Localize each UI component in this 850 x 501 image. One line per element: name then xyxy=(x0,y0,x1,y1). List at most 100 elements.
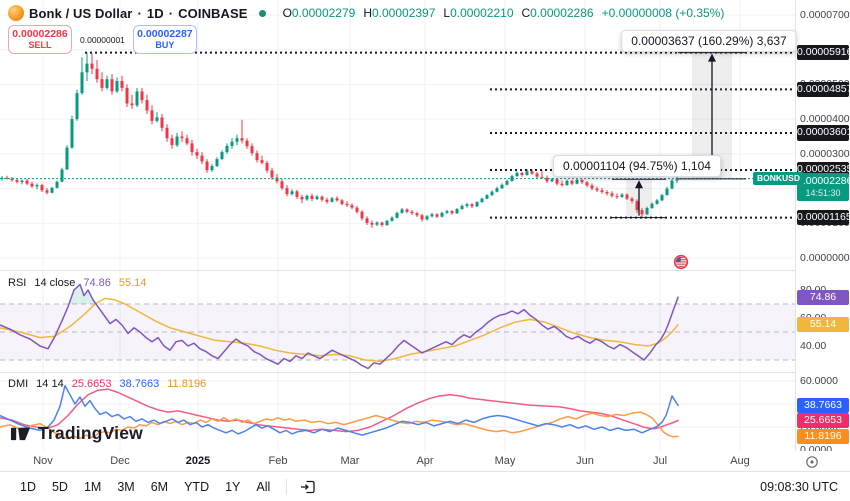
time-axis[interactable]: Nov Dec 2025 Feb Mar Apr May Jun Jul Aug xyxy=(0,451,850,471)
candle-body xyxy=(70,119,74,148)
candle-body xyxy=(270,170,274,178)
candle-body xyxy=(645,208,649,215)
tradingview-watermark[interactable]: TradingView xyxy=(10,423,143,444)
candle-body xyxy=(305,195,309,200)
candle-body xyxy=(410,211,414,214)
price-level-chip: 0.00004857 xyxy=(797,81,850,98)
candle-body xyxy=(635,201,639,211)
candle-body xyxy=(640,210,644,215)
dmi-legend[interactable]: DMI 14 14 25.6653 38.7663 11.8196 xyxy=(8,378,206,390)
candle-body xyxy=(540,176,544,178)
time-axis-label: Jul xyxy=(652,455,668,467)
candle-body xyxy=(435,214,439,217)
candle-body xyxy=(575,179,579,184)
high-value: 0.00002397 xyxy=(372,6,436,20)
economic-event-flag-icon[interactable] xyxy=(673,254,689,275)
axis-settings-icon[interactable] xyxy=(805,455,819,474)
candle-body xyxy=(485,195,489,199)
symbol-title[interactable]: Bonk / US Dollar xyxy=(29,5,133,21)
bonk-logo-icon xyxy=(8,5,24,21)
range-button-1y[interactable]: 1Y xyxy=(225,479,241,494)
current-price-text: 0.00002286 xyxy=(797,174,850,187)
current-price-chip: 0.00002286 14:51:30 xyxy=(797,172,850,202)
rsi-legend[interactable]: RSI 14 close 74.86 55.14 xyxy=(8,277,146,289)
low-value: 0.00002210 xyxy=(450,6,514,20)
candle-body xyxy=(165,127,169,139)
candle-body xyxy=(455,209,459,214)
dmi-minus-di-line xyxy=(0,411,679,440)
sell-label: SELL xyxy=(28,40,52,51)
candle-body xyxy=(50,187,54,193)
candle-body xyxy=(450,211,454,214)
candle-body xyxy=(65,147,69,170)
candle-body xyxy=(530,171,534,174)
utc-clock[interactable]: 09:08:30 UTC xyxy=(760,479,838,494)
candle-body xyxy=(310,195,314,199)
measure-tools xyxy=(612,52,746,219)
close-label: C xyxy=(521,6,531,20)
range-button-3m[interactable]: 3M xyxy=(117,479,135,494)
price-axis[interactable]: 0.000070000.000050000.000040000.00003000… xyxy=(795,0,850,456)
range-button-all[interactable]: All xyxy=(256,479,271,494)
measure-tooltip-large: 0.00003637 (160.29%) 3,637 xyxy=(621,30,797,52)
dmi-plot xyxy=(0,384,679,440)
toolbar-divider xyxy=(286,478,288,495)
interval-label[interactable]: 1D xyxy=(146,5,164,21)
time-axis-label: Jun xyxy=(576,455,594,467)
candle-body xyxy=(55,181,59,188)
candle-body xyxy=(420,215,424,220)
candle-body xyxy=(255,153,259,161)
candlestick-series xyxy=(0,52,679,228)
dmi-adx-value: 25.6653 xyxy=(71,378,112,390)
candle-body xyxy=(60,169,64,182)
candle-body xyxy=(30,183,34,187)
candle-body xyxy=(655,200,659,204)
candle-body xyxy=(85,63,89,73)
candle-body xyxy=(250,146,254,154)
candle-body xyxy=(520,172,524,175)
market-status-icon[interactable] xyxy=(258,9,266,17)
candle-body xyxy=(370,222,374,225)
buy-label: BUY xyxy=(155,40,175,51)
range-button-6m[interactable]: 6M xyxy=(150,479,169,494)
candle-body xyxy=(20,180,24,182)
candle-body xyxy=(95,68,99,80)
candle-body xyxy=(325,199,329,202)
spread-value: 0.00000001 xyxy=(80,34,125,45)
candle-body xyxy=(335,198,339,201)
candle-body xyxy=(265,162,269,171)
candle-body xyxy=(505,180,509,185)
dmi-value-chip: 38.7663 xyxy=(797,397,849,414)
high-label: H xyxy=(363,6,372,20)
candle-body xyxy=(140,91,144,101)
candle-body xyxy=(45,190,49,193)
range-button-5d[interactable]: 5D xyxy=(51,479,68,494)
candle-body xyxy=(525,171,529,175)
buy-button[interactable]: 0.00002287 BUY xyxy=(132,25,197,54)
candle-body xyxy=(470,204,474,207)
candle-body xyxy=(620,194,624,197)
candle-body xyxy=(210,166,214,171)
candle-body xyxy=(205,161,209,171)
range-button-1d[interactable]: 1D xyxy=(20,479,36,494)
separator: · xyxy=(137,5,142,21)
candle-body xyxy=(90,63,94,69)
go-to-date-button[interactable] xyxy=(295,478,321,496)
bar-countdown: 14:51:30 xyxy=(805,187,841,198)
candle-body xyxy=(355,207,359,212)
price-line-symbol-tag: BONKUSD xyxy=(753,172,804,185)
range-button-1m[interactable]: 1M xyxy=(83,479,102,494)
candle-body xyxy=(390,217,394,221)
candle-body xyxy=(330,198,334,202)
candle-body xyxy=(670,180,674,189)
range-button-ytd[interactable]: YTD xyxy=(184,479,210,494)
rsi-ma-line xyxy=(0,297,679,363)
symbol-header[interactable]: Bonk / US Dollar · 1D · COINBASE O0.0000… xyxy=(8,5,724,21)
sell-button[interactable]: 0.00002286 SELL xyxy=(8,25,72,54)
open-label: O xyxy=(282,6,292,20)
candle-body xyxy=(665,188,669,196)
candle-body xyxy=(75,93,79,120)
candle-body xyxy=(280,181,284,189)
candle-body xyxy=(135,91,139,106)
candle-body xyxy=(220,152,224,159)
